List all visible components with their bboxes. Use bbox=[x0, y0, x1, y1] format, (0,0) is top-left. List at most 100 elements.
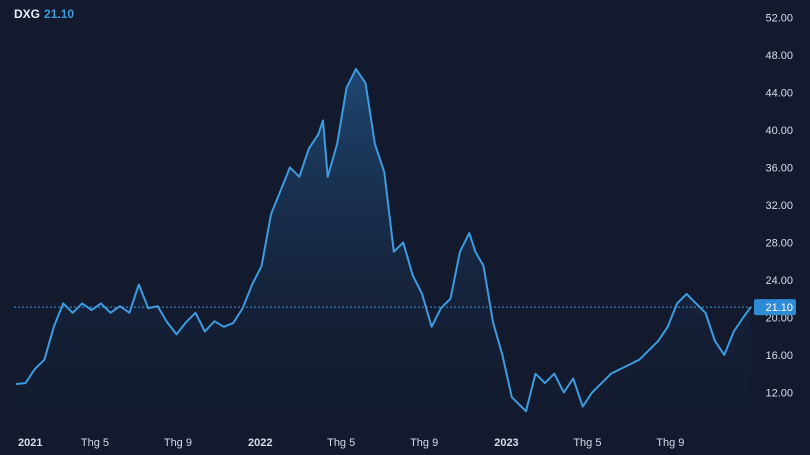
data-point bbox=[297, 175, 301, 179]
data-point bbox=[543, 381, 547, 385]
data-point bbox=[109, 311, 113, 315]
data-point bbox=[491, 320, 495, 324]
y-tick-label: 44.00 bbox=[765, 87, 793, 99]
data-point bbox=[732, 330, 736, 334]
data-point bbox=[675, 301, 679, 305]
y-tick-label: 52.00 bbox=[765, 12, 793, 24]
data-point bbox=[449, 297, 453, 301]
area-fill bbox=[16, 69, 751, 430]
data-point bbox=[279, 189, 283, 193]
x-tick-label: 2023 bbox=[494, 437, 518, 449]
data-point bbox=[90, 308, 94, 312]
data-point bbox=[628, 362, 632, 366]
data-point bbox=[510, 395, 514, 399]
data-point bbox=[373, 142, 377, 146]
y-tick-label: 36.00 bbox=[765, 162, 793, 174]
data-point bbox=[288, 165, 292, 169]
x-tick-label: Thg 5 bbox=[573, 437, 601, 449]
data-point bbox=[203, 330, 207, 334]
data-point bbox=[401, 240, 405, 244]
area-path bbox=[16, 69, 751, 430]
data-point bbox=[467, 231, 471, 235]
data-point bbox=[260, 264, 264, 268]
data-point bbox=[345, 86, 349, 90]
data-point bbox=[430, 325, 434, 329]
data-point bbox=[420, 292, 424, 296]
x-tick-label: 2022 bbox=[248, 437, 272, 449]
y-tick-label: 16.00 bbox=[765, 350, 793, 362]
data-point bbox=[99, 301, 103, 305]
x-axis: 2021 Thg 5 Thg 9 2022 Thg 5 Thg 9 2023 Thg 5 Thg… bbox=[18, 437, 684, 449]
data-point bbox=[307, 147, 311, 151]
data-point bbox=[175, 332, 179, 336]
data-point bbox=[184, 320, 188, 324]
x-tick-label: Thg 5 bbox=[327, 437, 355, 449]
data-point bbox=[713, 339, 717, 343]
data-point bbox=[482, 264, 486, 268]
y-tick-label: 28.00 bbox=[765, 237, 793, 249]
data-point bbox=[500, 353, 504, 357]
last-price-tag: 21.10 bbox=[754, 299, 796, 316]
data-point bbox=[722, 353, 726, 357]
x-tick-label: Thg 9 bbox=[656, 437, 684, 449]
data-point bbox=[590, 391, 594, 395]
data-point bbox=[637, 358, 641, 362]
y-tick-label: 24.00 bbox=[765, 275, 793, 287]
data-point bbox=[694, 301, 698, 305]
data-point bbox=[392, 250, 396, 254]
data-point bbox=[382, 170, 386, 174]
data-point bbox=[534, 372, 538, 376]
data-point bbox=[335, 142, 339, 146]
price-line-layer bbox=[14, 67, 752, 413]
data-point bbox=[326, 175, 330, 179]
data-point bbox=[458, 250, 462, 254]
data-point bbox=[741, 316, 745, 320]
data-point bbox=[647, 348, 651, 352]
data-point bbox=[80, 301, 84, 305]
symbol-name: DXG bbox=[14, 7, 41, 21]
data-point bbox=[619, 367, 623, 371]
data-point bbox=[524, 409, 528, 413]
data-point bbox=[231, 321, 235, 325]
symbol-legend: DXG 21.10 bbox=[14, 7, 74, 21]
data-point bbox=[364, 81, 368, 85]
data-point bbox=[354, 67, 358, 71]
data-point bbox=[14, 382, 18, 386]
x-tick-label: 2021 bbox=[18, 437, 42, 449]
data-point bbox=[685, 292, 689, 296]
data-point bbox=[137, 283, 141, 287]
x-tick-label: Thg 9 bbox=[164, 437, 192, 449]
data-point bbox=[269, 212, 273, 216]
data-point bbox=[473, 250, 477, 254]
data-point bbox=[24, 381, 28, 385]
y-tick-label: 20.00 bbox=[765, 312, 793, 324]
data-point bbox=[600, 381, 604, 385]
y-tick-label: 32.00 bbox=[765, 200, 793, 212]
data-point bbox=[165, 320, 169, 324]
data-point bbox=[222, 325, 226, 329]
data-point bbox=[127, 311, 131, 315]
data-point bbox=[194, 311, 198, 315]
data-point bbox=[212, 319, 216, 323]
data-point bbox=[321, 119, 325, 123]
data-point bbox=[33, 367, 37, 371]
data-point bbox=[316, 133, 320, 137]
data-point bbox=[552, 372, 556, 376]
last-price-tag-label: 21.10 bbox=[765, 302, 793, 314]
data-point bbox=[666, 325, 670, 329]
data-point bbox=[571, 376, 575, 380]
y-tick-label: 40.00 bbox=[765, 125, 793, 137]
data-point bbox=[250, 283, 254, 287]
last-price-tag-bg bbox=[754, 299, 796, 316]
y-axis: 12.00 16.00 20.00 24.00 28.00 32.00 36.00 40.00… bbox=[765, 12, 793, 399]
data-point bbox=[71, 311, 75, 315]
data-point bbox=[52, 325, 56, 329]
data-point bbox=[581, 405, 585, 409]
data-point bbox=[562, 391, 566, 395]
price-line bbox=[15, 68, 752, 413]
x-tick-label: Thg 5 bbox=[81, 437, 109, 449]
y-tick-label: 48.00 bbox=[765, 50, 793, 62]
symbol-last-value: 21.10 bbox=[44, 7, 75, 21]
data-point bbox=[704, 311, 708, 315]
